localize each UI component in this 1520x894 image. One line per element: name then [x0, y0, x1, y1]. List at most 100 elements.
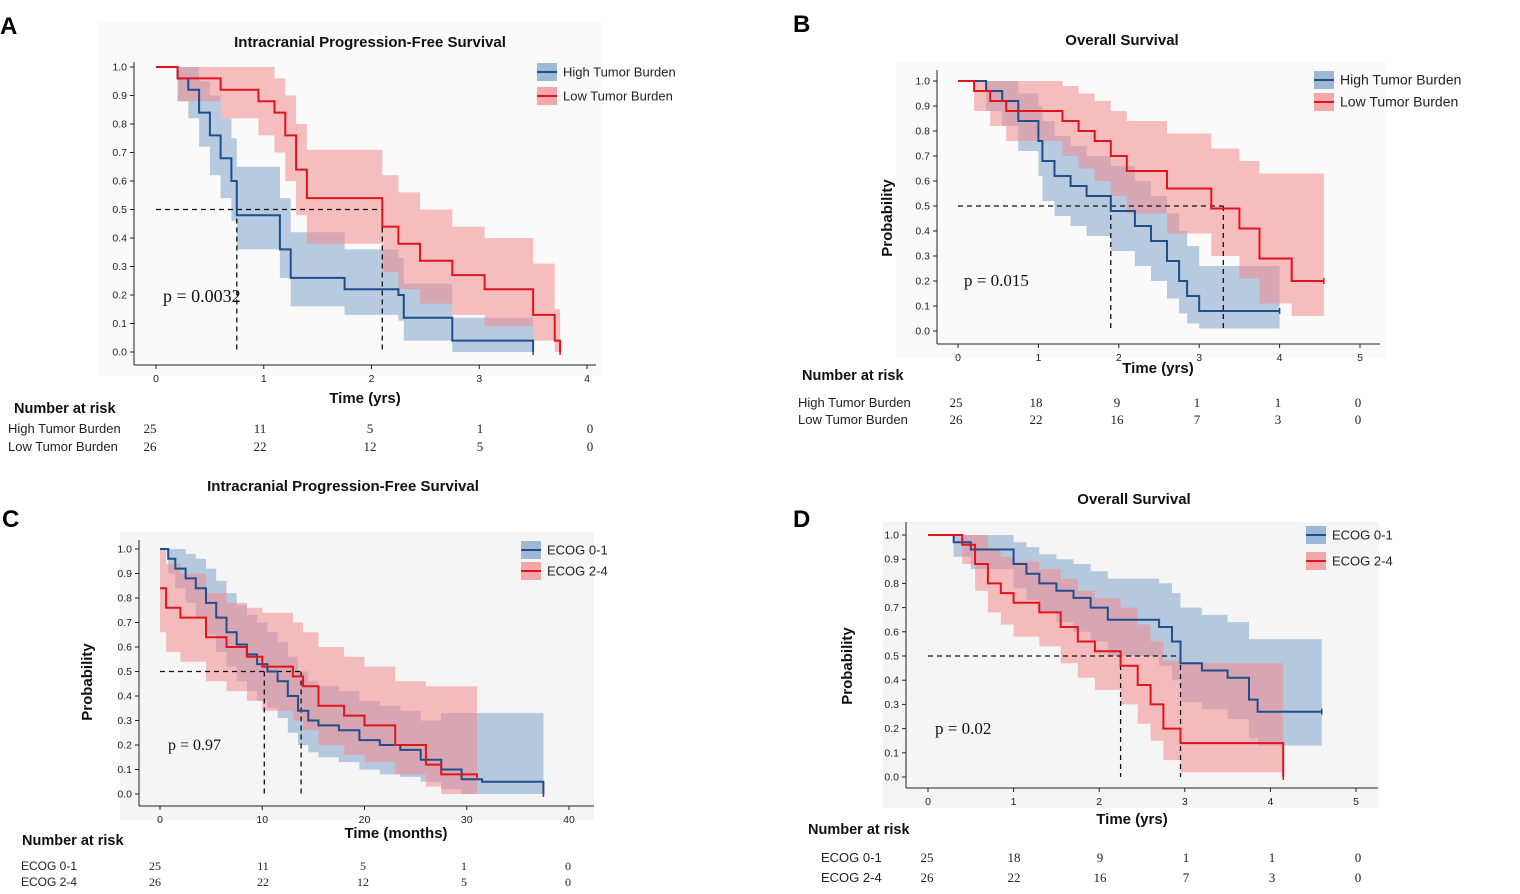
- x-tick-label: 2: [1096, 796, 1102, 808]
- panel-letter: C: [2, 506, 19, 533]
- y-tick-label: 0.0: [884, 772, 899, 784]
- legend-label-2: ECOG 2-4: [1332, 554, 1393, 569]
- risk-value: 1: [477, 421, 484, 436]
- y-tick-label: 0.4: [915, 226, 930, 238]
- panel-c: C Intracranial Progression-Free Survival 0…: [2, 478, 608, 889]
- x-tick-label: 1: [1035, 352, 1041, 364]
- risk-row-label: ECOG 0-1: [821, 850, 882, 865]
- panel-letter: B: [793, 11, 810, 38]
- risk-value: 5: [367, 421, 374, 436]
- y-tick-label: 0.3: [915, 251, 930, 263]
- chart-title: Intracranial Progression-Free Survival: [234, 34, 506, 51]
- x-tick-label: 20: [359, 814, 371, 826]
- survival-curve-1: [160, 548, 545, 794]
- x-tick-label: 1: [1011, 796, 1017, 808]
- y-tick-label: 0.8: [112, 119, 127, 131]
- risk-value: 25: [921, 850, 934, 865]
- p-value: p = 0.02: [935, 719, 991, 738]
- y-tick-label: 1.0: [117, 544, 132, 556]
- risk-value: 18: [1008, 850, 1021, 865]
- y-tick-label: 0.7: [112, 147, 127, 159]
- x-tick-label: 0: [157, 814, 163, 826]
- y-tick-label: 1.0: [915, 76, 930, 88]
- survival-curve-2: [928, 534, 1285, 777]
- risk-value: 22: [257, 875, 269, 889]
- risk-value: 26: [921, 870, 935, 885]
- risk-value: 22: [254, 439, 267, 454]
- risk-value: 16: [1111, 412, 1125, 427]
- risk-table-title: Number at risk: [808, 822, 910, 838]
- risk-value: 1: [461, 859, 467, 873]
- x-axis-label: Time (yrs): [1096, 811, 1167, 828]
- y-axis-label: Probability: [879, 179, 896, 257]
- x-tick-label: 3: [1196, 352, 1202, 364]
- y-tick-label: 0.1: [915, 301, 930, 313]
- y-tick-label: 0.4: [112, 233, 127, 245]
- risk-value: 22: [1008, 870, 1021, 885]
- y-tick-label: 0.9: [915, 101, 930, 113]
- x-tick-label: 4: [584, 373, 590, 385]
- legend-label-1: ECOG 0-1: [547, 543, 608, 558]
- risk-value: 0: [1355, 850, 1362, 865]
- risk-row-label: High Tumor Burden: [8, 421, 121, 436]
- chart-title: Overall Survival: [1077, 491, 1190, 508]
- risk-value: 0: [565, 875, 571, 889]
- risk-value: 0: [1355, 870, 1362, 885]
- risk-value: 18: [1030, 395, 1043, 410]
- ci-band-2: [160, 549, 477, 794]
- panel-letter: D: [793, 506, 810, 533]
- ci-band-2: [928, 535, 1284, 777]
- y-tick-label: 0.3: [112, 261, 127, 273]
- risk-value: 22: [1030, 412, 1043, 427]
- y-tick-label: 0.9: [884, 554, 899, 566]
- x-tick-label: 0: [153, 373, 159, 385]
- x-axis-label: Time (months): [344, 825, 447, 842]
- legend: High Tumor Burden Low Tumor Burden: [537, 63, 676, 105]
- y-axis-label: Probability: [79, 643, 96, 721]
- legend: ECOG 0-1 ECOG 2-4: [1306, 526, 1393, 570]
- y-tick-label: 1.0: [884, 530, 899, 542]
- risk-value: 3: [1269, 870, 1276, 885]
- y-tick-label: 0.1: [112, 318, 127, 330]
- risk-value: 12: [357, 875, 369, 889]
- risk-table: Number at risk High Tumor Burden 25 18 9 1 1 0 L…: [798, 368, 1361, 427]
- x-tick-label: 2: [1116, 352, 1122, 364]
- risk-value: 0: [565, 859, 571, 873]
- risk-value: 0: [1355, 412, 1362, 427]
- survival-curve-1: [958, 80, 1280, 312]
- y-tick-label: 0.1: [884, 747, 899, 759]
- risk-table: Number at risk High Tumor Burden 25 11 5 1 0 Lo…: [8, 401, 593, 454]
- risk-row-label: Low Tumor Burden: [8, 439, 118, 454]
- chart-title: Intracranial Progression-Free Survival: [207, 478, 479, 495]
- x-tick-label: 1: [261, 373, 267, 385]
- risk-value: 3: [1275, 412, 1282, 427]
- y-tick-label: 0.2: [117, 740, 132, 752]
- x-tick-label: 5: [1353, 796, 1359, 808]
- risk-value: 7: [1194, 412, 1201, 427]
- legend-label-2: Low Tumor Burden: [1340, 94, 1458, 110]
- p-value: p = 0.015: [964, 271, 1029, 290]
- legend-label-2: ECOG 2-4: [547, 564, 608, 579]
- risk-value: 9: [1114, 395, 1121, 410]
- risk-row-label: ECOG 0-1: [21, 859, 77, 873]
- risk-value: 0: [587, 439, 594, 454]
- risk-row-label: High Tumor Burden: [798, 395, 911, 410]
- risk-value: 7: [1183, 870, 1190, 885]
- chart-title: Overall Survival: [1065, 32, 1178, 49]
- y-tick-label: 0.7: [117, 617, 132, 629]
- legend: High Tumor Burden Low Tumor Burden: [1314, 71, 1461, 111]
- x-axis-label: Time (yrs): [329, 390, 400, 407]
- y-tick-label: 0.2: [915, 276, 930, 288]
- risk-row-label: Low Tumor Burden: [798, 412, 908, 427]
- risk-value: 16: [1094, 870, 1108, 885]
- x-tick-label: 3: [1182, 796, 1188, 808]
- risk-value: 0: [1355, 395, 1362, 410]
- x-tick-label: 2: [369, 373, 375, 385]
- y-tick-label: 0.6: [884, 626, 899, 638]
- y-tick-label: 0.0: [915, 326, 930, 338]
- risk-value: 11: [257, 859, 269, 873]
- risk-value: 26: [149, 875, 161, 889]
- risk-value: 5: [477, 439, 484, 454]
- x-tick-label: 5: [1357, 352, 1363, 364]
